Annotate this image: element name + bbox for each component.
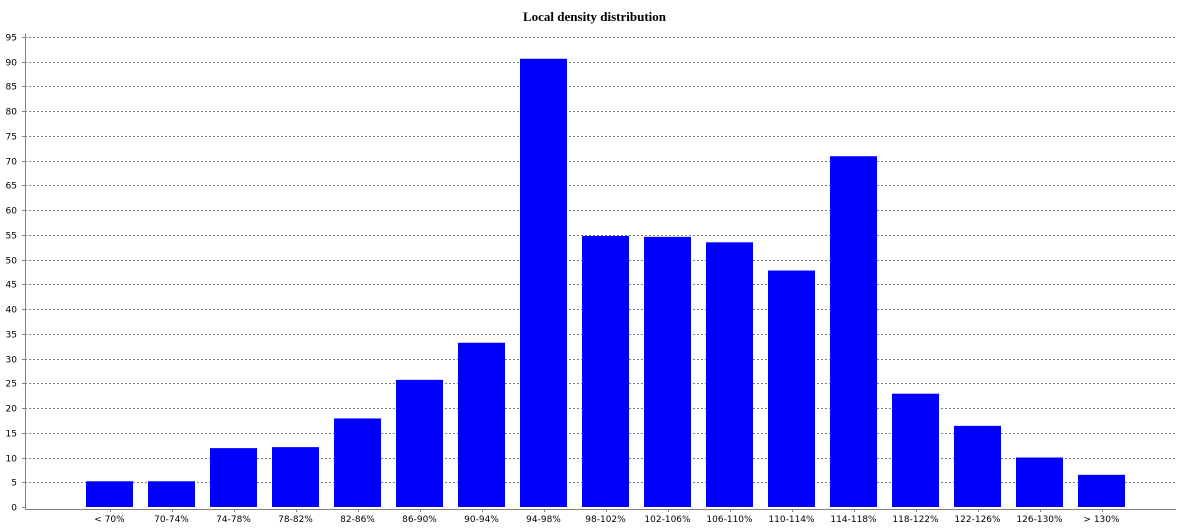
y-tick-label: 15 [6, 430, 17, 440]
x-tick-label: < 70% [94, 515, 125, 525]
y-tick-label: 25 [6, 380, 17, 390]
chart-title: Local density distribution [522, 9, 667, 24]
y-tick-label: 40 [6, 306, 18, 316]
x-tick-label: 102-106% [644, 515, 691, 525]
x-tick-label: 74-78% [216, 515, 251, 525]
bars [86, 58, 1125, 508]
axes [22, 34, 1176, 512]
x-tick-labels: < 70% 70-74% 74-78% 78-82% 82-86% 86-90% 90-94… [94, 515, 1120, 525]
x-tick-label: 78-82% [278, 515, 313, 525]
y-tick-label: 95 [6, 34, 17, 44]
y-tick-label: 90 [6, 59, 18, 69]
x-tick-label: 94-98% [526, 515, 561, 525]
bar-14 [954, 425, 1001, 507]
bar-9 [644, 236, 691, 507]
bar-16 [1078, 474, 1125, 507]
bar-7 [520, 58, 567, 507]
x-tick-label: 114-118% [830, 515, 877, 525]
y-tick-label: 85 [6, 83, 17, 93]
x-tick-label: 82-86% [340, 515, 375, 525]
x-tick-label: 70-74% [154, 515, 189, 525]
bar-13 [892, 393, 939, 507]
bar-15 [1016, 457, 1063, 507]
bar-2 [210, 448, 257, 507]
y-tick-label: 55 [6, 232, 17, 242]
bar-3 [272, 447, 319, 507]
bar-11 [768, 270, 815, 507]
x-tick-label: 86-90% [402, 515, 437, 525]
y-tick-label: 30 [6, 356, 18, 366]
y-tick-label: 10 [6, 455, 18, 465]
bar-5 [396, 379, 443, 507]
y-tick-label: 45 [6, 281, 17, 291]
x-tick-label: 110-114% [768, 515, 815, 525]
y-tick-label: 35 [6, 331, 17, 341]
bar-6 [458, 342, 505, 507]
bar-12 [830, 156, 877, 508]
y-tick-label: 20 [6, 405, 18, 415]
y-tick-label: 70 [6, 158, 18, 168]
y-tick-label: 5 [11, 479, 17, 489]
y-tick-label: 50 [6, 257, 18, 267]
x-tick-label: 98-102% [585, 515, 626, 525]
y-tick-label: 75 [6, 133, 17, 143]
x-tick-label: 106-110% [706, 515, 753, 525]
x-tick-label: 122-126% [954, 515, 1001, 525]
bar-1 [148, 481, 195, 507]
y-tick-labels: 0 5 10 15 20 25 30 35 40 45 50 55 60 65 70 75 80 85 90 95 [6, 34, 18, 514]
bar-8 [582, 235, 629, 507]
y-tick-label: 65 [6, 182, 17, 192]
bar-0 [86, 481, 133, 507]
y-tick-label: 0 [11, 504, 17, 514]
x-tick-label: 118-122% [892, 515, 939, 525]
y-tick-label: 80 [6, 108, 18, 118]
bar-4 [334, 418, 381, 507]
x-tick-label: > 130% [1083, 515, 1120, 525]
x-tick-label: 126-130% [1016, 515, 1063, 525]
bar-10 [706, 242, 753, 507]
x-tick-label: 90-94% [464, 515, 499, 525]
y-tick-label: 60 [6, 207, 18, 217]
